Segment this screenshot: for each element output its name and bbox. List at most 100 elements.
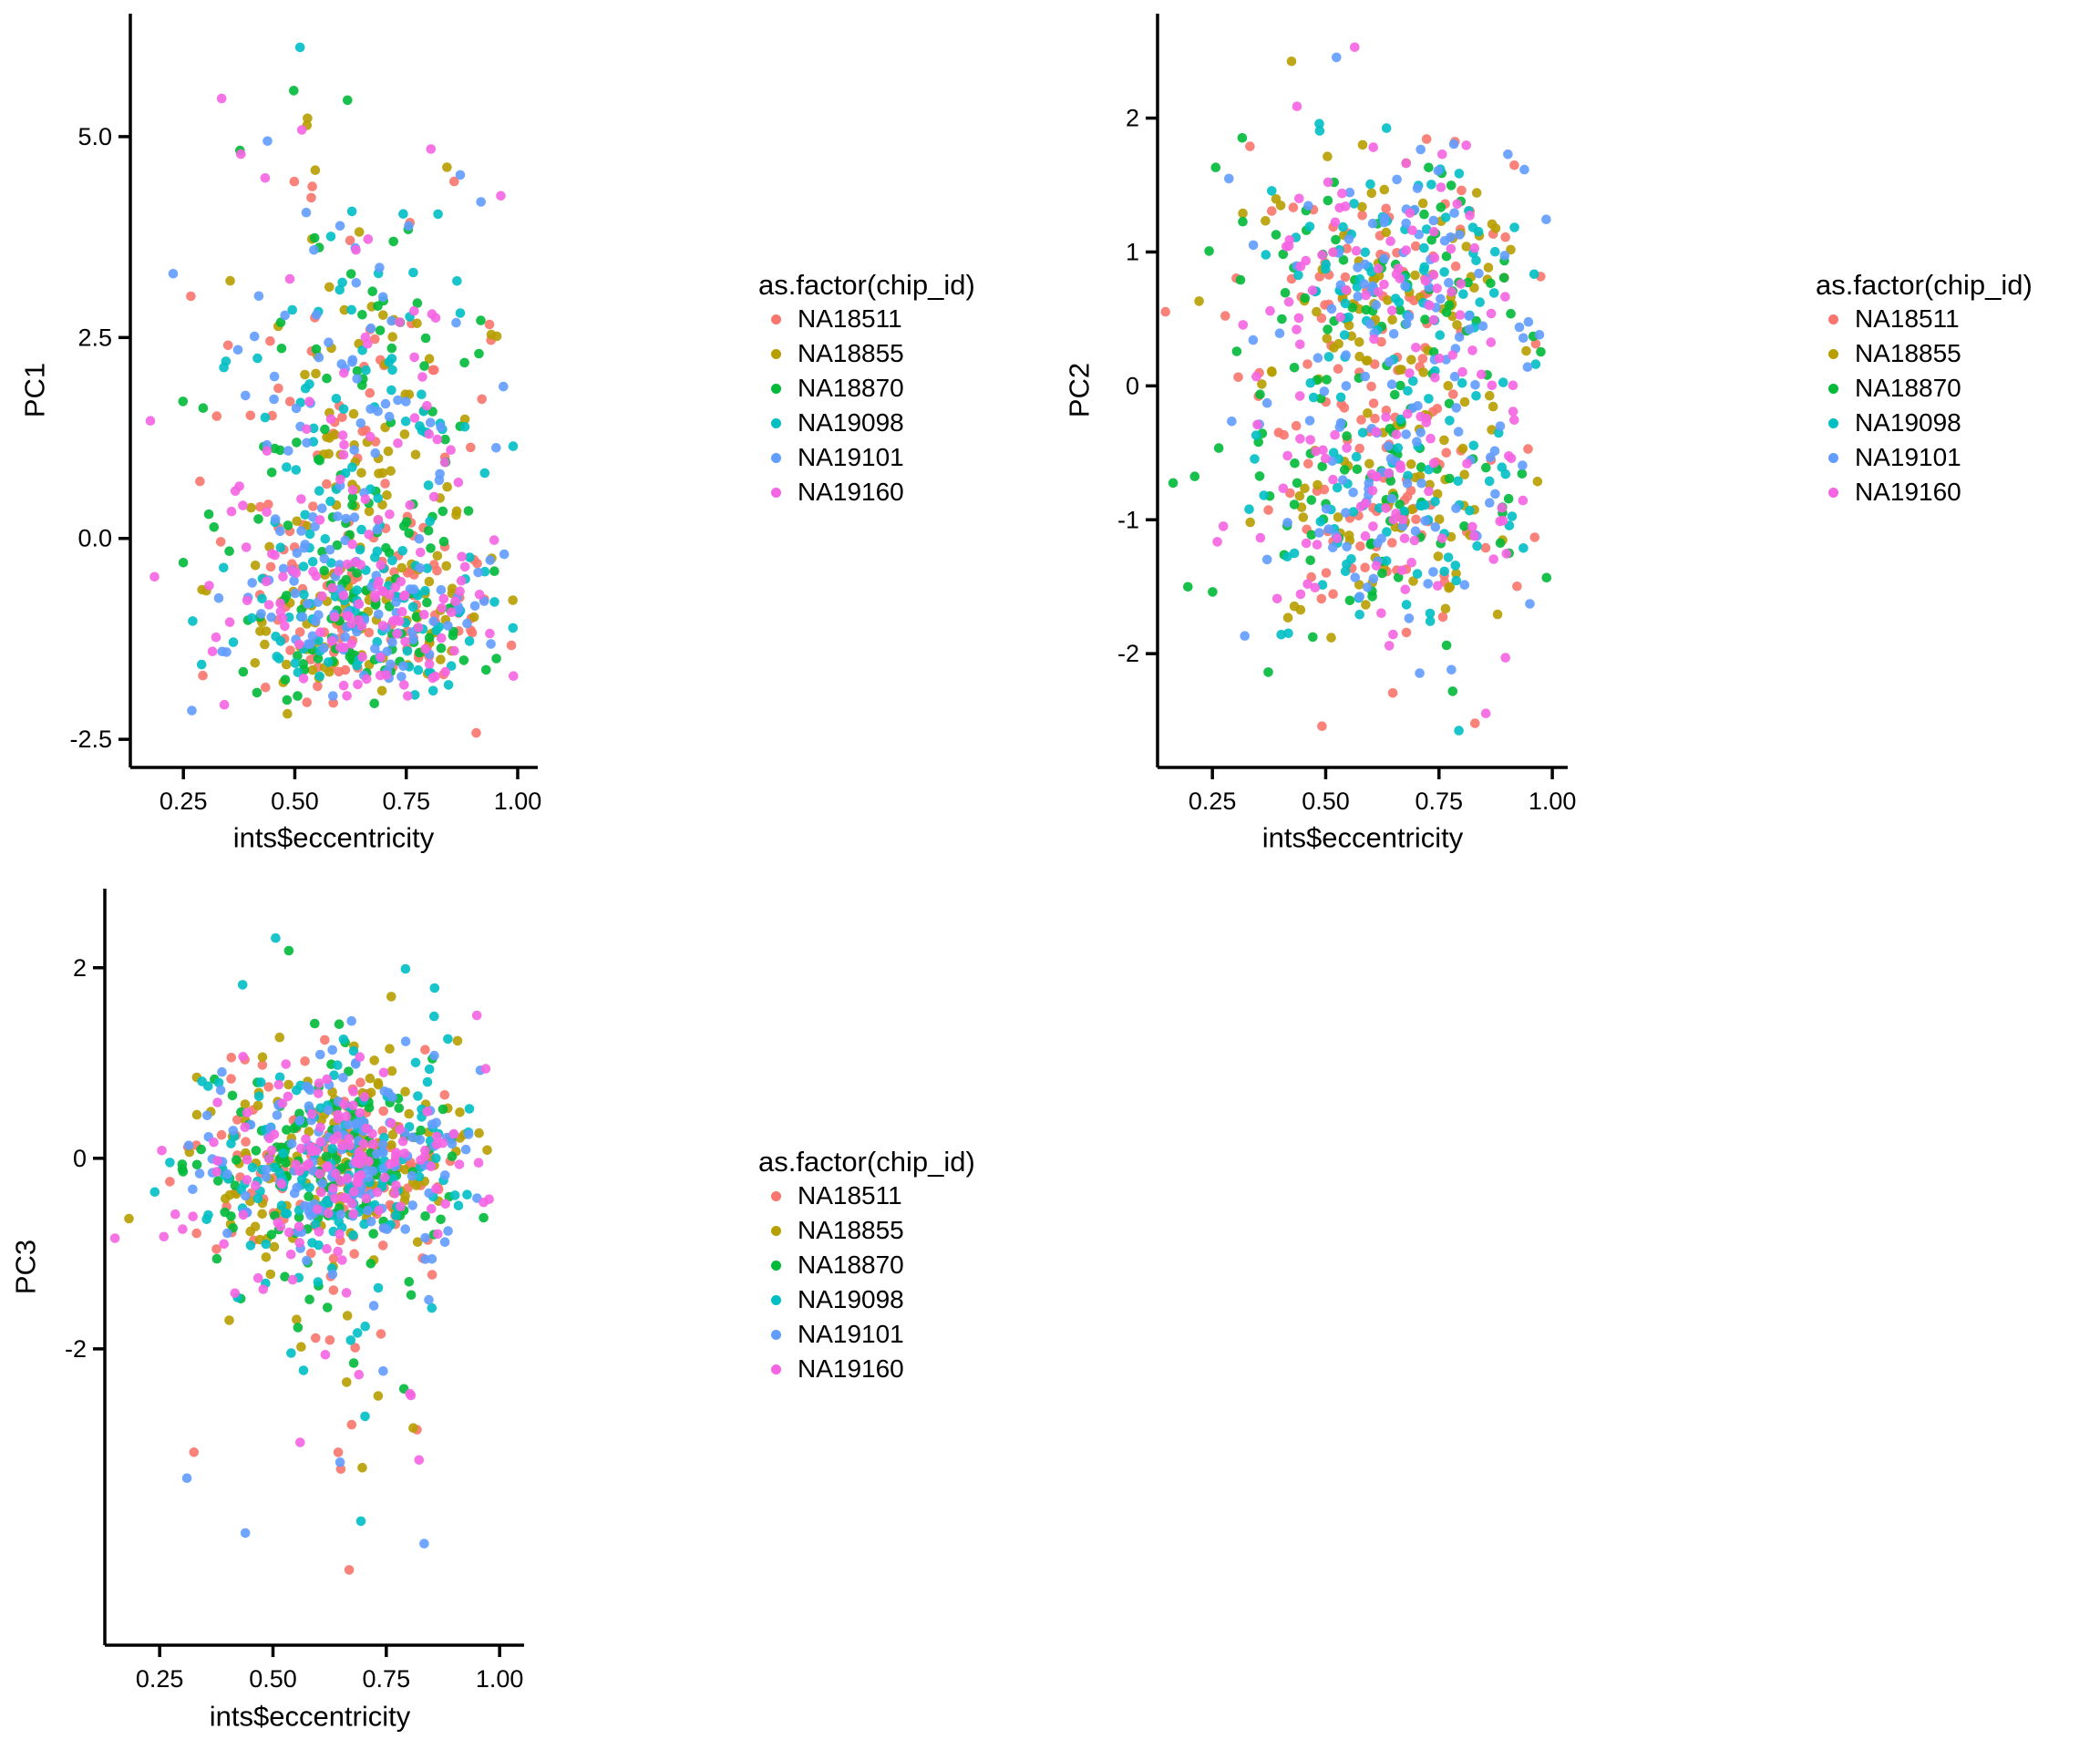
y-tick-label: -2 — [1117, 640, 1139, 667]
legend-item: NA19101 — [1816, 440, 2033, 475]
legend-item-label: NA19101 — [798, 443, 904, 471]
pc2-x-axis-title: ints$eccentricity — [1261, 821, 1464, 854]
y-tick-label: 0.0 — [77, 525, 112, 552]
x-tick-label: 0.50 — [1302, 788, 1350, 815]
legend-item-label: NA18855 — [798, 339, 904, 367]
legend-item: NA19160 — [1816, 475, 2033, 510]
legend-item-label: NA19101 — [798, 1320, 904, 1348]
legend-title: as.factor(chip_id) — [758, 269, 975, 301]
x-tick-label: 0.75 — [363, 1665, 411, 1693]
legend-item: NA18511 — [758, 1179, 975, 1213]
legend-pc1: as.factor(chip_id) NA18511 NA18855 NA18870… — [758, 269, 975, 510]
y-tick-label: -2 — [65, 1335, 87, 1363]
legend-key-dot — [771, 1190, 781, 1201]
x-tick-label: 0.50 — [249, 1665, 297, 1693]
x-tick-label: 0.50 — [271, 788, 319, 815]
legend-key-dot — [771, 487, 781, 498]
legend-pc2: as.factor(chip_id) NA18511 NA18855 NA18870… — [1816, 269, 2033, 510]
legend-item: NA18511 — [1816, 302, 2033, 336]
data-points-pc3 — [109, 932, 494, 1575]
x-tick-label: 1.00 — [1529, 788, 1577, 815]
x-tick-label: 0.75 — [1415, 788, 1464, 815]
legend-key-dot — [771, 1294, 781, 1305]
legend-item-label: NA18511 — [798, 304, 902, 333]
x-tick-label: 0.25 — [160, 788, 208, 815]
legend-item: NA18855 — [758, 1213, 975, 1248]
legend-item: NA19101 — [758, 1317, 975, 1352]
legend-title: as.factor(chip_id) — [1816, 269, 2033, 301]
y-tick-label: -2.5 — [69, 726, 112, 753]
legend-item-label: NA19098 — [798, 408, 904, 437]
legend-item-label: NA18855 — [1855, 339, 1961, 367]
legend-items: NA18511 NA18855 NA18870 NA19098 NA19101 NA191… — [1816, 302, 2033, 510]
legend-key-dot — [771, 452, 781, 463]
plot-pc2: 0.25 0.50 0.75 1.00 -2 -1 0 1 2 — [1117, 14, 1576, 815]
y-tick-label: 0 — [1126, 372, 1139, 399]
legend-item: NA19098 — [758, 1282, 975, 1317]
x-tick-label: 1.00 — [494, 788, 542, 815]
plot-pc3: 0.25 0.50 0.75 1.00 -2 0 2 — [65, 889, 524, 1693]
legend-key-dot — [771, 348, 781, 359]
legend-items: NA18511 NA18855 NA18870 NA19098 NA19101 NA191… — [758, 1179, 975, 1386]
legend-item: NA19160 — [758, 475, 975, 510]
x-tick-label: 1.00 — [476, 1665, 524, 1693]
y-tick-label: 2 — [1126, 105, 1139, 132]
legend-item-label: NA19101 — [1855, 443, 1961, 471]
legend-key-dot — [771, 1260, 781, 1271]
legend-item: NA18855 — [758, 336, 975, 371]
legend-key-dot — [1828, 417, 1838, 428]
y-tick-label: 5.0 — [77, 123, 112, 150]
legend-item-label: NA18511 — [1855, 304, 1960, 333]
x-tick-label: 0.75 — [382, 788, 430, 815]
data-points-pc1 — [145, 42, 519, 738]
pc2-y-axis-title: PC2 — [1063, 362, 1096, 418]
legend-key-dot — [1828, 314, 1838, 324]
legend-item: NA18870 — [758, 1248, 975, 1282]
legend-item-label: NA19160 — [798, 478, 904, 506]
legend-item-label: NA19098 — [798, 1285, 904, 1313]
legend-item: NA18870 — [1816, 371, 2033, 406]
legend-key-dot — [771, 383, 781, 394]
y-tick-label: 2 — [73, 954, 87, 982]
legend-key-dot — [771, 1364, 781, 1374]
legend-items: NA18511 NA18855 NA18870 NA19098 NA19101 NA191… — [758, 302, 975, 510]
pc1-x-axis-title: ints$eccentricity — [232, 821, 435, 854]
legend-item: NA19098 — [1816, 406, 2033, 440]
pc3-x-axis-title: ints$eccentricity — [209, 1700, 411, 1733]
legend-key-dot — [1828, 487, 1838, 498]
legend-item: NA19160 — [758, 1352, 975, 1386]
legend-item-label: NA18855 — [798, 1216, 904, 1244]
legend-item-label: NA18870 — [1855, 374, 1961, 402]
legend-item: NA19098 — [758, 406, 975, 440]
legend-item: NA18511 — [758, 302, 975, 336]
legend-item-label: NA18511 — [798, 1181, 902, 1210]
legend-item: NA18855 — [1816, 336, 2033, 371]
legend-item: NA18870 — [758, 371, 975, 406]
pc3-y-axis-title: PC3 — [9, 1239, 42, 1295]
legend-key-dot — [1828, 452, 1838, 463]
legend-pc3: as.factor(chip_id) NA18511 NA18855 NA18870… — [758, 1146, 975, 1386]
legend-item: NA19101 — [758, 440, 975, 475]
y-tick-label: 2.5 — [77, 324, 112, 351]
legend-title: as.factor(chip_id) — [758, 1146, 975, 1178]
legend-key-dot — [1828, 383, 1838, 394]
legend-key-dot — [771, 417, 781, 428]
legend-item-label: NA19098 — [1855, 408, 1961, 437]
plot-pc1: 0.25 0.50 0.75 1.00 -2.5 0.0 2.5 5.0 — [69, 14, 541, 815]
y-tick-label: 0 — [73, 1145, 87, 1172]
legend-key-dot — [771, 314, 781, 324]
legend-key-dot — [771, 1329, 781, 1340]
pc1-y-axis-title: PC1 — [18, 362, 51, 418]
x-tick-label: 0.25 — [1189, 788, 1237, 815]
legend-item-label: NA19160 — [1855, 478, 1961, 506]
data-points-pc2 — [1160, 42, 1552, 736]
y-tick-label: 1 — [1126, 238, 1139, 265]
legend-item-label: NA19160 — [798, 1354, 904, 1383]
y-tick-label: -1 — [1117, 506, 1139, 533]
legend-key-dot — [1828, 348, 1838, 359]
legend-item-label: NA18870 — [798, 374, 904, 402]
x-tick-label: 0.25 — [136, 1665, 184, 1693]
legend-item-label: NA18870 — [798, 1251, 904, 1279]
